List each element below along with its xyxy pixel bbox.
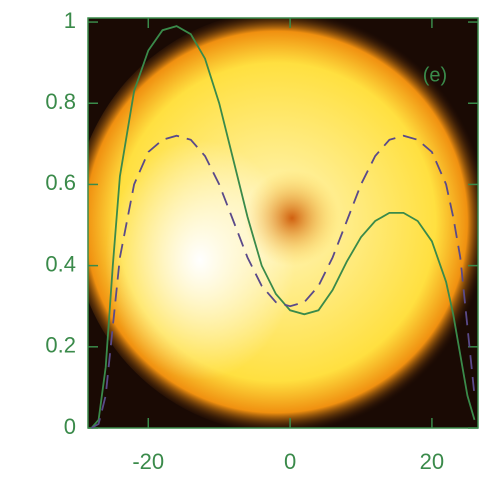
x-tick-label: 0: [284, 449, 296, 474]
x-tick-label: 20: [420, 449, 444, 474]
y-tick-label: 0: [64, 414, 76, 439]
y-tick-label: 0.2: [45, 333, 76, 358]
x-tick-label: -20: [132, 449, 164, 474]
plot-frame: [87, 17, 479, 429]
line-series: [90, 25, 476, 429]
background-image: [88, 18, 478, 428]
y-tick-label: 0.8: [45, 89, 76, 114]
line-series: [91, 134, 476, 429]
y-tick-label: 1: [64, 8, 76, 33]
y-tick-label: 0.6: [45, 170, 76, 195]
annotation: (e): [423, 64, 447, 86]
y-tick-label: 0.4: [45, 251, 76, 276]
